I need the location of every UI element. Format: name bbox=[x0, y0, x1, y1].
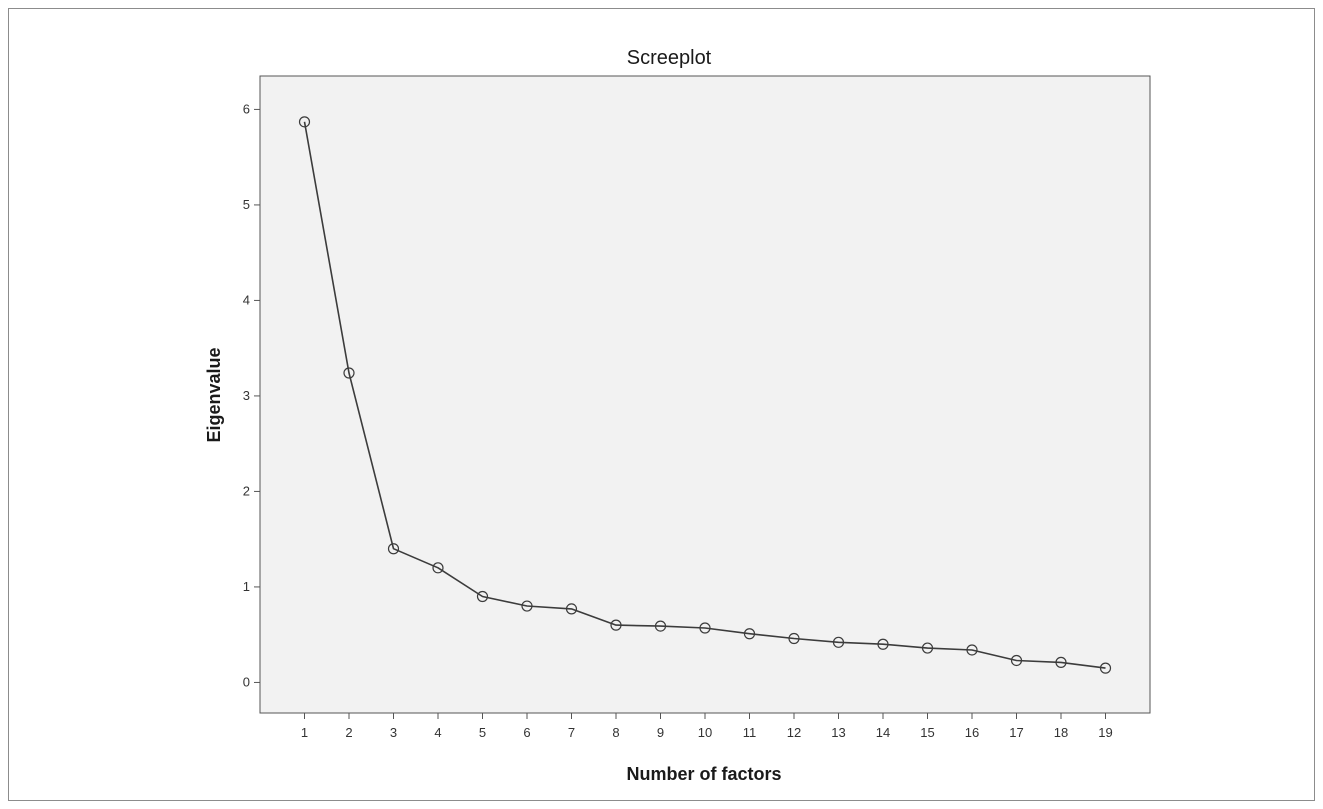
y-tick-label: 0 bbox=[243, 674, 250, 689]
x-tick-label: 2 bbox=[345, 725, 352, 740]
x-tick-label: 4 bbox=[434, 725, 441, 740]
y-axis-title: Eigenvalue bbox=[204, 347, 224, 442]
data-point bbox=[1010, 654, 1023, 667]
x-tick-label: 15 bbox=[920, 725, 934, 740]
x-tick-label: 7 bbox=[568, 725, 575, 740]
x-tick-label: 3 bbox=[390, 725, 397, 740]
data-point bbox=[521, 600, 533, 612]
data-point bbox=[654, 620, 667, 632]
data-point bbox=[298, 116, 311, 128]
x-tick-label: 19 bbox=[1098, 725, 1112, 740]
data-point bbox=[1055, 656, 1067, 668]
data-point bbox=[921, 642, 934, 654]
data-point bbox=[699, 622, 711, 634]
data-point bbox=[476, 590, 489, 603]
data-point bbox=[387, 543, 400, 555]
data-point bbox=[877, 638, 889, 650]
x-tick-label: 8 bbox=[612, 725, 619, 740]
data-point bbox=[788, 632, 800, 645]
data-point bbox=[743, 628, 756, 640]
y-tick-label: 5 bbox=[243, 197, 250, 212]
x-tick-label: 9 bbox=[657, 725, 664, 740]
y-tick-label: 3 bbox=[243, 388, 250, 403]
plot-area bbox=[259, 75, 1151, 714]
data-point bbox=[565, 603, 578, 615]
y-axis: 0 1 2 3 4 5 6 bbox=[243, 101, 260, 689]
series-eigenvalues bbox=[298, 116, 1112, 674]
data-point bbox=[1099, 662, 1112, 674]
data-point bbox=[432, 562, 444, 574]
x-tick-label: 14 bbox=[876, 725, 890, 740]
x-tick-label: 18 bbox=[1054, 725, 1068, 740]
x-tick-label: 16 bbox=[965, 725, 979, 740]
series-line bbox=[303, 121, 1106, 669]
x-tick-label: 5 bbox=[479, 725, 486, 740]
y-tick-label: 1 bbox=[243, 579, 250, 594]
x-tick-label: 17 bbox=[1009, 725, 1023, 740]
data-point bbox=[832, 636, 845, 648]
data-point bbox=[610, 619, 622, 631]
x-tick-label: 6 bbox=[523, 725, 530, 740]
y-tick-label: 2 bbox=[243, 483, 250, 498]
data-point bbox=[343, 367, 355, 379]
x-tick-label: 12 bbox=[787, 725, 801, 740]
data-point bbox=[966, 644, 978, 656]
y-tick-label: 6 bbox=[243, 101, 250, 116]
x-tick-label: 1 bbox=[301, 725, 308, 740]
x-tick-label: 10 bbox=[698, 725, 712, 740]
chart-title: Screeplot bbox=[627, 47, 712, 69]
x-tick-label: 13 bbox=[831, 725, 845, 740]
x-axis-title: Number of factors bbox=[626, 764, 781, 784]
x-tick-label: 11 bbox=[743, 725, 757, 740]
x-axis: 1 2 3 4 5 6 7 8 9 10 11 12 13 14 15 16 17 18 19 bbox=[301, 713, 1113, 740]
y-tick-label: 4 bbox=[243, 292, 250, 307]
